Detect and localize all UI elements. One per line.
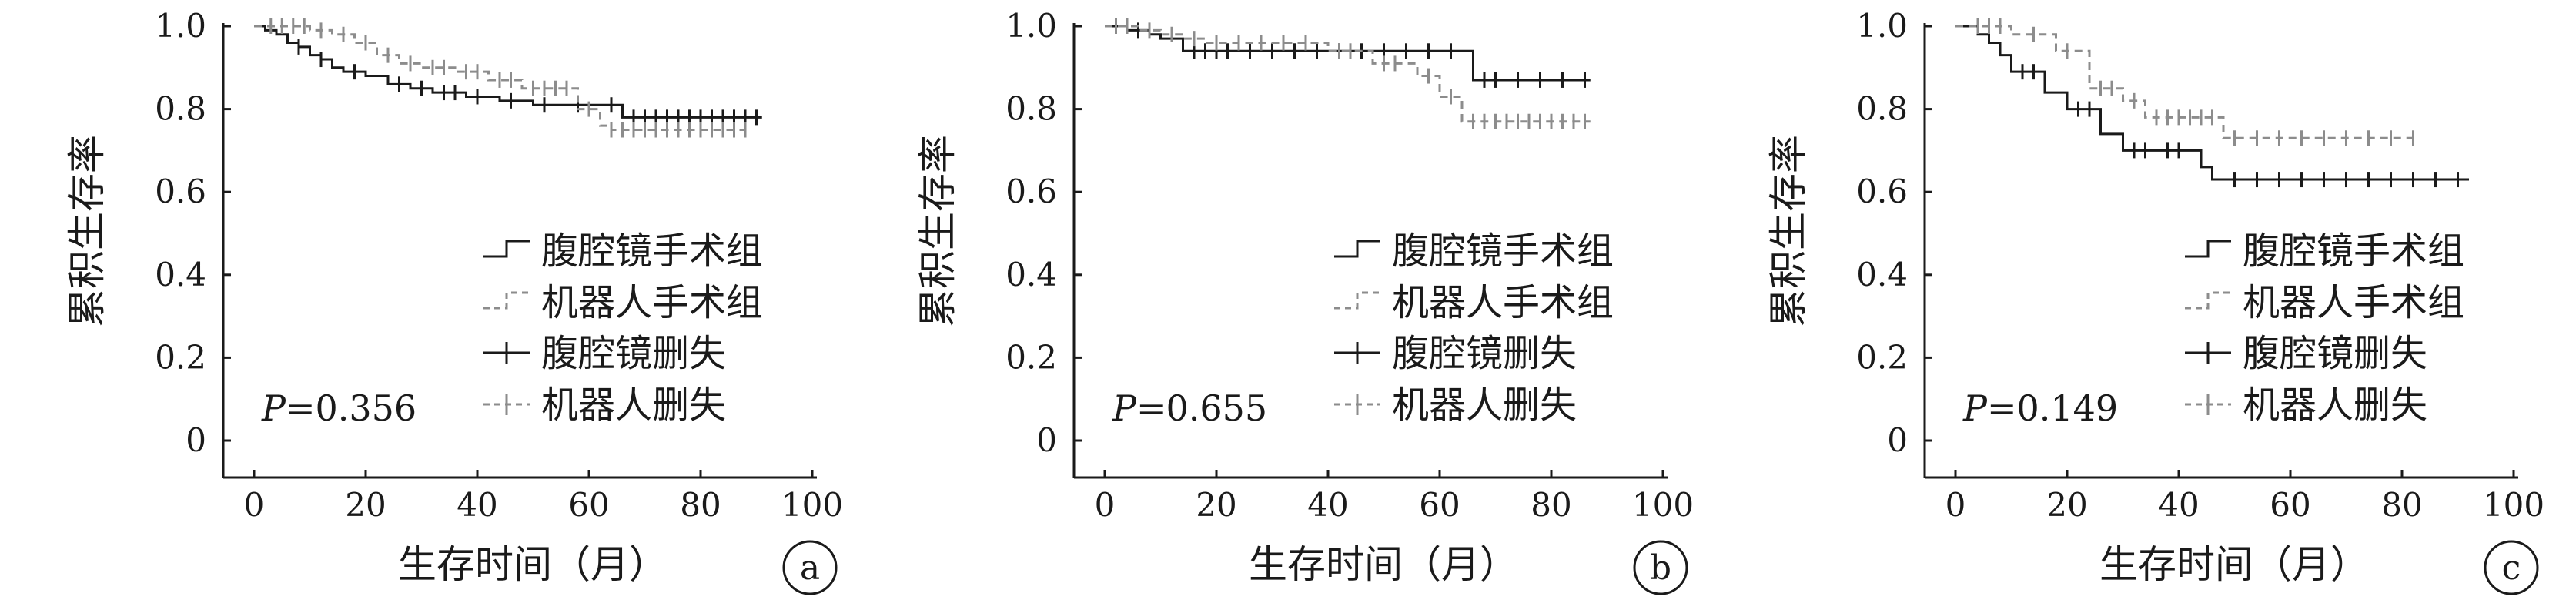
legend-label-laparoscopic-censored: 腹腔镜删失 [1392,332,1577,375]
panel-label-circle [782,540,838,595]
legend-symbol-laparoscopic-group [2185,240,2231,258]
p-value-number: =0.655 [1136,387,1267,429]
y-tick-label: 0 [1887,421,1908,459]
legend-label-robotic-censored: 机器人删失 [1392,384,1577,427]
x-tick-label: 60 [1419,486,1460,524]
y-tick-label: 0.2 [155,338,206,376]
p-value-symbol: P [261,387,286,429]
p-value: P=0.655 [1112,387,1267,429]
legend-label-laparoscopic-group: 腹腔镜手术组 [541,230,763,273]
y-tick-label: 0.4 [1856,256,1908,293]
legend-label-laparoscopic-censored: 腹腔镜删失 [541,332,726,375]
x-tick-label: 20 [345,486,386,524]
x-tick-label: 40 [1307,486,1348,524]
panel-label: b [1650,548,1671,588]
panel-label: a [800,548,820,588]
y-tick-label: 1.0 [1856,7,1908,45]
x-tick-label: 20 [1196,486,1236,524]
x-axis-title: 生存时间（月） [2099,542,2369,587]
panel-label: c [2502,548,2521,588]
x-tick-label: 100 [1632,486,1694,524]
y-tick-label: 0.6 [155,173,206,210]
y-tick-label: 0.6 [1005,173,1057,210]
legend-label-robotic-censored: 机器人删失 [541,384,726,427]
robotic-survival-line [1955,25,2414,139]
legend-symbol-laparoscopic-group [1334,240,1380,258]
p-value: P=0.356 [261,387,417,429]
x-tick-label: 80 [680,486,721,524]
y-tick-label: 0.2 [1856,338,1908,376]
y-axis-title: 累积生存率 [65,135,109,327]
panel-label-circle [2484,540,2539,595]
y-tick-label: 0.2 [1005,338,1057,376]
legend-label-laparoscopic-group: 腹腔镜手术组 [1392,230,1614,273]
x-tick-label: 20 [2046,486,2087,524]
x-tick-label: 0 [244,486,265,524]
y-tick-label: 0.8 [155,90,206,128]
x-tick-label: 40 [2158,486,2199,524]
y-tick-label: 0 [1036,421,1057,459]
legend-symbol-laparoscopic-group [483,240,530,258]
y-tick-label: 0.8 [1856,90,1908,128]
y-tick-label: 0.4 [155,256,206,293]
p-value-symbol: P [1112,387,1137,429]
y-axis-title: 累积生存率 [1766,135,1811,327]
x-tick-label: 100 [781,486,843,524]
x-tick-label: 60 [568,486,609,524]
x-tick-label: 80 [2381,486,2422,524]
laparoscopic-survival-line [254,25,762,119]
laparoscopic-survival-line [1955,25,2469,181]
x-tick-label: 80 [1531,486,1571,524]
x-tick-label: 0 [1945,486,1966,524]
km-panel-b: 0 20 40 60 80 100 0 0.2 0.4 0.6 0.8 1.0 生存时间（月） 累积生存率… [915,7,1694,595]
p-value: P=0.149 [1962,387,2118,429]
x-axis-title: 生存时间（月） [1249,542,1518,587]
legend-label-robotic-censored: 机器人删失 [2243,384,2427,427]
legend-label-laparoscopic-censored: 腹腔镜删失 [2243,332,2427,375]
y-tick-label: 0.6 [1856,173,1908,210]
y-axis-title: 累积生存率 [915,135,960,327]
x-tick-label: 0 [1095,486,1116,524]
x-tick-label: 100 [2483,486,2544,524]
y-tick-label: 0 [186,421,206,459]
x-axis-title: 生存时间（月） [398,542,667,587]
y-tick-label: 1.0 [1005,7,1057,45]
robotic-survival-line [1105,25,1591,123]
y-tick-label: 1.0 [155,7,206,45]
legend-symbol-robotic-group [483,291,530,310]
legend-symbol-robotic-group [2185,291,2231,310]
km-panel-c: 0 20 40 60 80 100 0 0.2 0.4 0.6 0.8 1.0 生存时间（月） 累积生存率… [1766,7,2544,595]
legend-label-robotic-group: 机器人手术组 [541,281,763,324]
y-tick-label: 0.4 [1005,256,1057,293]
legend-symbol-robotic-group [1334,291,1380,310]
legend-label-laparoscopic-group: 腹腔镜手术组 [2243,230,2464,273]
legend-label-robotic-group: 机器人手术组 [1392,281,1614,324]
panel-label-circle [1633,540,1688,595]
y-tick-label: 0.8 [1005,90,1057,128]
p-value-number: =0.356 [286,387,417,429]
legend-label-robotic-group: 机器人手术组 [2243,281,2464,324]
x-tick-label: 40 [457,486,497,524]
robotic-survival-line [254,25,745,131]
km-panel-a: 0 20 40 60 80 100 0 0.2 0.4 0.6 0.8 1.0 生存时间（月） 累积生存率… [65,7,843,595]
p-value-number: =0.149 [1987,387,2118,429]
p-value-symbol: P [1962,387,1988,429]
x-tick-label: 60 [2270,486,2310,524]
